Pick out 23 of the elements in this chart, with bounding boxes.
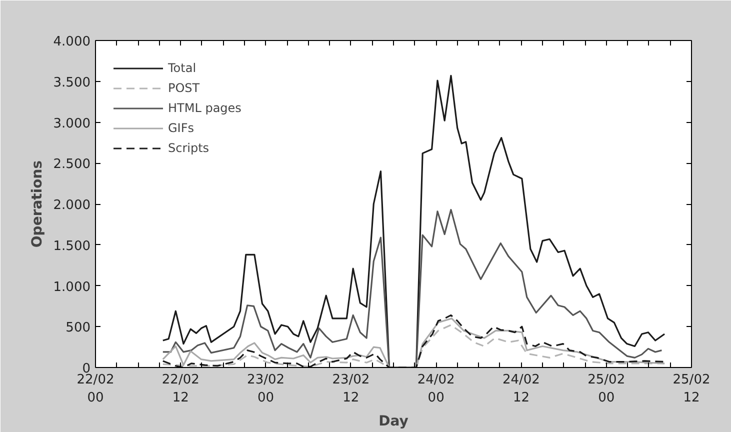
x-tick-label: 24/02 12 [502, 372, 540, 406]
y-tick-label: 3.000 [53, 116, 90, 132]
x-tick-label: 25/02 12 [672, 372, 710, 406]
x-axis-title: Day [378, 414, 408, 430]
x-tick-label: 22/02 00 [76, 372, 114, 406]
x-tick-label: 23/02 12 [332, 372, 370, 406]
x-tick-label: 22/02 12 [162, 372, 200, 406]
x-tick-label: 25/02 00 [588, 372, 626, 406]
legend-label: Scripts [168, 141, 210, 155]
y-tick-label: 2.000 [53, 198, 90, 213]
legend-label: POST [168, 81, 200, 95]
legend-label: Total [168, 61, 196, 75]
y-axis-title: Operations [29, 160, 46, 248]
legend-label: HTML pages [168, 101, 242, 115]
y-tick-label: 2.500 [53, 157, 90, 172]
x-tick-label: 24/02 00 [417, 372, 455, 406]
legend-label: GIFs [168, 121, 194, 135]
y-tick-label: 4.000 [53, 34, 90, 50]
y-tick-label: 1.000 [53, 280, 90, 295]
x-tick-label: 23/02 00 [247, 372, 285, 406]
y-tick-label: 500 [66, 320, 91, 336]
y-tick-label: 1.500 [53, 238, 90, 254]
y-tick-label: 3.500 [53, 75, 90, 90]
